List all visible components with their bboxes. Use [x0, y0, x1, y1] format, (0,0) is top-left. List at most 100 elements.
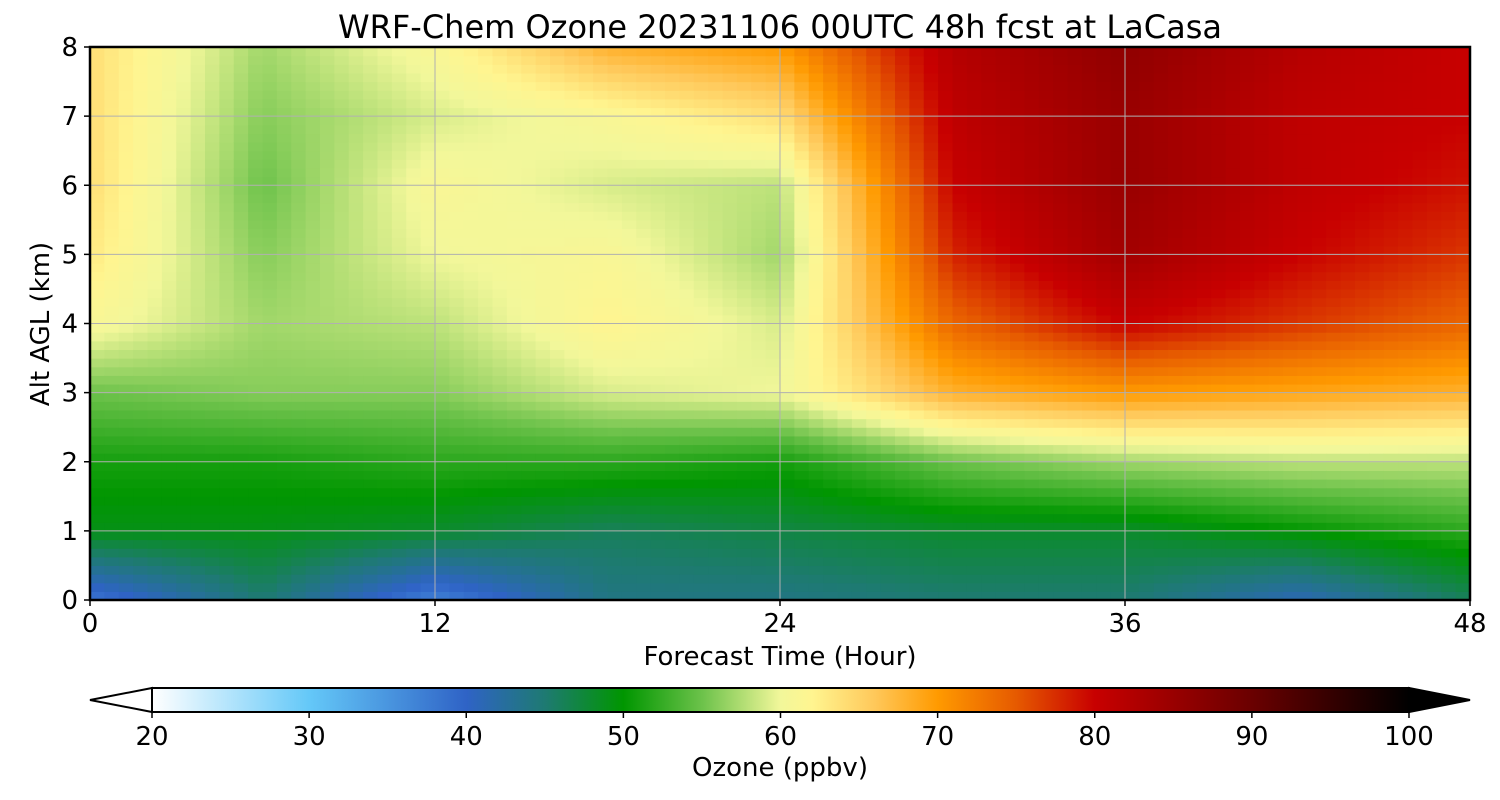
heatmap-cell [1096, 202, 1112, 212]
heatmap-cell [679, 90, 695, 100]
heatmap-cell [435, 435, 450, 446]
heatmap-cell [1081, 288, 1097, 299]
heatmap-cell [506, 470, 522, 480]
heatmap-cell [1010, 142, 1025, 152]
heatmap-cell [621, 383, 637, 394]
heatmap-cell [851, 539, 867, 549]
heatmap-cell [435, 185, 450, 195]
heatmap-cell [506, 539, 522, 549]
heatmap-cell [866, 271, 882, 281]
heatmap-cell [506, 418, 522, 428]
heatmap-cell [1096, 72, 1112, 83]
heatmap-cell [205, 513, 220, 523]
heatmap-cell [363, 409, 379, 420]
heatmap-cell [593, 349, 609, 359]
heatmap-cell [952, 211, 968, 221]
heatmap-cell [1053, 55, 1069, 65]
heatmap-cell [492, 340, 508, 351]
heatmap-cell [262, 314, 278, 325]
heatmap-cell [1139, 107, 1155, 117]
heatmap-cell [880, 228, 896, 238]
heatmap-cell [837, 332, 853, 342]
heatmap-cell [722, 297, 738, 307]
heatmap-cell [880, 539, 896, 549]
heatmap-cell [578, 513, 594, 523]
heatmap-cell [248, 245, 264, 255]
heatmap-cell [765, 375, 781, 385]
heatmap-cell [506, 245, 522, 255]
heatmap-cell [966, 228, 982, 238]
heatmap-cell [909, 366, 925, 376]
heatmap-cell [780, 288, 795, 299]
heatmap-cell [794, 401, 810, 411]
heatmap-cell [1067, 522, 1083, 532]
heatmap-cell [851, 202, 867, 212]
heatmap-cell [679, 142, 695, 152]
heatmap-cell [751, 496, 767, 506]
heatmap-cell [1168, 263, 1184, 273]
heatmap-cell [262, 211, 278, 221]
heatmap-cell [1010, 228, 1025, 238]
heatmap-cell [794, 176, 810, 186]
heatmap-cell [765, 574, 781, 584]
heatmap-cell [348, 280, 364, 290]
heatmap-cell [621, 254, 637, 264]
heatmap-cell [751, 453, 767, 463]
heatmap-cell [1125, 358, 1140, 368]
heatmap-cell [966, 116, 982, 126]
heatmap-cell [1196, 522, 1212, 532]
heatmap-cell [449, 142, 465, 152]
heatmap-cell [377, 245, 393, 255]
heatmap-cell [736, 167, 752, 178]
heatmap-cell [708, 427, 724, 437]
heatmap-cell [535, 530, 551, 541]
heatmap-cell [535, 418, 551, 428]
heatmap-cell [506, 375, 522, 385]
heatmap-cell [693, 245, 709, 255]
heatmap-cell [1096, 582, 1112, 592]
heatmap-cell [722, 133, 738, 143]
heatmap-cell [1010, 124, 1025, 135]
heatmap-cell [291, 55, 307, 65]
heatmap-cell [895, 211, 910, 221]
heatmap-cell [808, 470, 824, 480]
heatmap-cell [320, 461, 335, 471]
heatmap-cell [909, 340, 925, 351]
heatmap-cell [1081, 185, 1097, 195]
heatmap-cell [1139, 142, 1155, 152]
heatmap-cell [679, 167, 695, 178]
heatmap-cell [765, 64, 781, 74]
heatmap-cell [305, 392, 321, 402]
heatmap-cell [1053, 263, 1069, 273]
heatmap-cell [1125, 237, 1140, 247]
heatmap-cell [765, 107, 781, 117]
heatmap-cell [478, 288, 494, 299]
heatmap-cell [233, 176, 249, 186]
heatmap-cell [895, 574, 910, 584]
heatmap-cell [492, 124, 508, 135]
heatmap-cell [506, 314, 522, 325]
heatmap-cell [435, 90, 450, 100]
heatmap-cell [506, 591, 522, 600]
heatmap-cell [593, 193, 609, 204]
heatmap-cell [521, 461, 537, 471]
heatmap-cell [147, 228, 163, 238]
heatmap-cell [981, 176, 997, 186]
heatmap-cell [161, 280, 177, 290]
heatmap-cell [363, 496, 379, 506]
heatmap-cell [348, 167, 364, 178]
heatmap-cell [794, 64, 810, 74]
heatmap-cell [348, 349, 364, 359]
heatmap-cell [665, 228, 680, 238]
heatmap-cell [995, 522, 1011, 532]
heatmap-cell [377, 539, 393, 549]
heatmap-cell [621, 548, 637, 558]
heatmap-cell [161, 591, 177, 600]
heatmap-cell [449, 211, 465, 221]
heatmap-cell [1024, 548, 1040, 558]
heatmap-cell [995, 228, 1011, 238]
heatmap-cell [765, 401, 781, 411]
heatmap-cell [1182, 383, 1198, 394]
heatmap-cell [104, 193, 120, 204]
heatmap-cell [506, 263, 522, 273]
